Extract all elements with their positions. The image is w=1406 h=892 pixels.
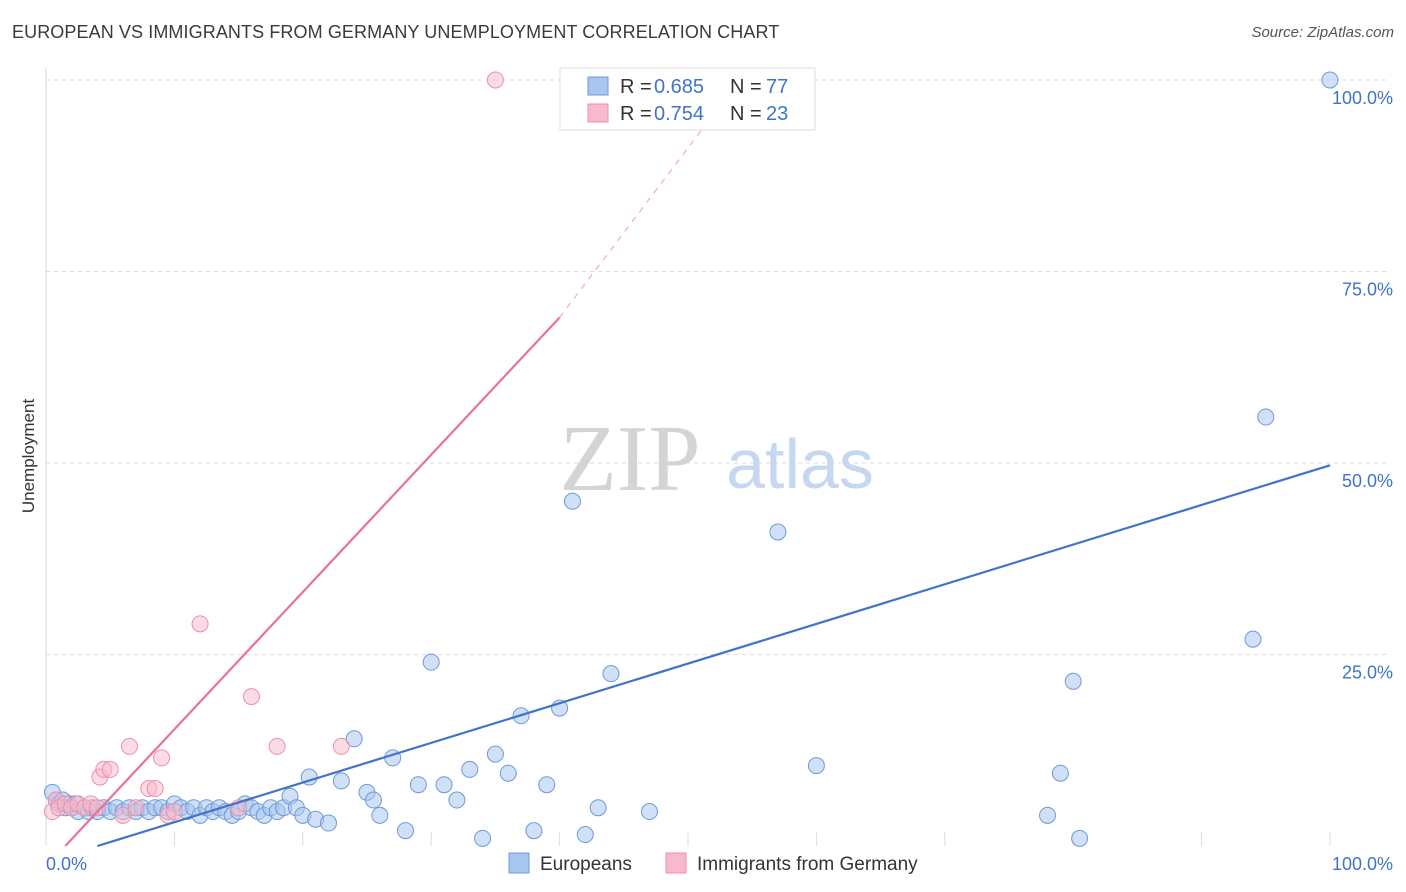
europeans-point [474,829,492,847]
europeans-point [563,492,581,510]
immigrants-point [146,780,164,798]
stats-legend: R = 0.685 N = 77 R = 0.754 N = 23 [559,67,816,131]
europeans-point [525,822,543,840]
immigrants-legend-swatch [587,103,609,123]
europeans-point [319,814,337,832]
europeans-point [364,791,382,809]
legend-r-value-2: 0.754 [654,103,704,125]
immigrants-trendline-extension [559,79,740,318]
x-tick-label-0: 0.0% [46,854,87,874]
immigrants-point [88,799,106,817]
immigrants-point [114,806,132,824]
europeans-point [640,803,658,821]
chart-title: EUROPEAN VS IMMIGRANTS FROM GERMANY UNEM… [12,22,780,42]
y-tick-label-2: 75.0% [1342,280,1393,300]
europeans-point [1051,764,1069,782]
immigrants-points [43,71,504,824]
legend-n-value-2: 23 [766,103,788,125]
immigrants-point [486,71,504,89]
europeans-point [576,826,594,844]
immigrants-legend-label: Immigrants from Germany [697,854,918,875]
europeans-point [397,822,415,840]
europeans-point [1257,408,1275,426]
immigrants-trendline [64,316,561,847]
watermark-atlas: atlas [726,425,874,503]
series-legend: Europeans Immigrants from Germany [508,852,918,875]
immigrants-swatch [665,852,687,874]
immigrants-point [120,737,138,755]
source-label: Source: ZipAtlas.com [1251,24,1394,41]
europeans-point [435,776,453,794]
europeans-trendline [97,464,1331,848]
europeans-point [345,730,363,748]
watermark: ZIP atlas [560,407,874,511]
immigrants-point [127,799,145,817]
europeans-point [589,799,607,817]
europeans-point [486,745,504,763]
europeans-point [1321,71,1339,89]
europeans-legend-swatch [587,76,609,96]
europeans-point [769,523,787,541]
legend-n-value-1: 77 [766,76,788,98]
immigrants-point [268,737,286,755]
x-tick-label-1: 100.0% [1332,854,1393,874]
immigrants-point [332,737,350,755]
europeans-point [371,806,389,824]
immigrants-point [153,749,171,767]
europeans-point [499,764,517,782]
y-tick-label-0: 25.0% [1342,663,1393,683]
grid-lines [45,68,1390,846]
legend-r-label-1: R = [620,76,652,98]
europeans-point [1244,630,1262,648]
europeans-point [409,776,427,794]
y-tick-label-3: 100.0% [1332,88,1393,108]
europeans-point [538,776,556,794]
europeans-swatch [508,852,530,874]
europeans-point [332,772,350,790]
immigrants-point [191,615,209,633]
watermark-zip: ZIP [560,407,701,511]
legend-r-label-2: R = [620,103,652,125]
legend-r-value-1: 0.685 [654,76,704,98]
x-axis-ticks: 0.0% 100.0% [46,854,1393,874]
europeans-point [1064,672,1082,690]
legend-n-label-1: N = [730,76,762,98]
trendlines [64,79,1331,848]
legend-n-label-2: N = [730,103,762,125]
europeans-point [461,760,479,778]
europeans-point [1071,829,1089,847]
immigrants-point [165,803,183,821]
immigrants-point [101,760,119,778]
y-axis-ticks: 25.0% 50.0% 75.0% 100.0% [1332,88,1393,683]
europeans-point [422,653,440,671]
europeans-point [448,791,466,809]
y-axis-label: Unemployment [19,399,38,514]
y-tick-label-1: 50.0% [1342,471,1393,491]
europeans-point [807,757,825,775]
europeans-legend-label: Europeans [540,854,632,875]
europeans-point [1039,806,1057,824]
europeans-point [602,665,620,683]
immigrants-point [242,688,260,706]
